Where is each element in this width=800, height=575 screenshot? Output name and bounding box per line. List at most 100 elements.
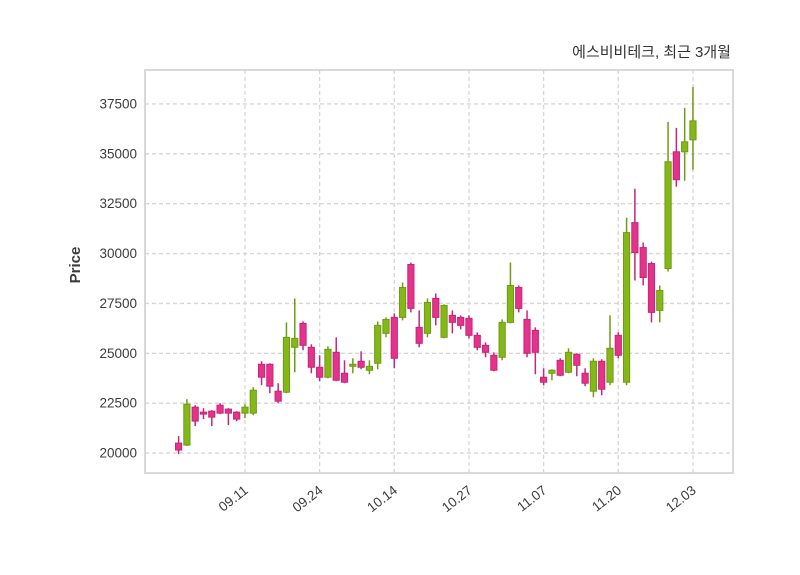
- candle[interactable]: [390, 313, 398, 369]
- candle[interactable]: [531, 327, 539, 375]
- candle-body: [664, 161, 672, 270]
- candle[interactable]: [332, 337, 340, 382]
- candle-body: [457, 316, 465, 326]
- candle[interactable]: [340, 360, 349, 384]
- candle-body: [390, 316, 398, 359]
- candle[interactable]: [440, 304, 448, 339]
- candle[interactable]: [249, 387, 257, 416]
- candle[interactable]: [515, 285, 523, 313]
- candle[interactable]: [523, 310, 531, 358]
- candle[interactable]: [291, 298, 299, 373]
- candle[interactable]: [581, 368, 589, 387]
- candle[interactable]: [556, 358, 564, 377]
- y-axis-tick: 27500: [99, 296, 137, 311]
- candle-body: [531, 329, 539, 353]
- candle[interactable]: [224, 408, 232, 426]
- candle[interactable]: [631, 188, 639, 281]
- candle[interactable]: [589, 358, 597, 398]
- candle[interactable]: [689, 86, 697, 170]
- candle[interactable]: [299, 321, 307, 351]
- y-axis-tick: 25000: [99, 346, 137, 361]
- candle-body: [241, 406, 249, 414]
- candle[interactable]: [415, 310, 423, 348]
- candle-body: [233, 411, 241, 420]
- candle-body: [175, 442, 183, 451]
- candle-body: [606, 347, 614, 383]
- candle[interactable]: [681, 107, 689, 181]
- candle[interactable]: [423, 298, 432, 338]
- candle-body: [191, 406, 199, 422]
- candle[interactable]: [307, 344, 315, 374]
- candle[interactable]: [490, 352, 498, 372]
- candle[interactable]: [183, 399, 191, 447]
- candle[interactable]: [639, 242, 647, 286]
- candle[interactable]: [473, 332, 481, 351]
- candle[interactable]: [564, 348, 573, 374]
- candle[interactable]: [274, 383, 282, 404]
- candle-body: [266, 363, 274, 387]
- candle[interactable]: [465, 315, 473, 339]
- y-axis-tick-labels: 37500 35000 32500 30000 27500 25000 22500 20000: [99, 96, 137, 460]
- candle[interactable]: [481, 342, 490, 358]
- candle[interactable]: [457, 315, 465, 330]
- candles-group[interactable]: [175, 86, 697, 455]
- candle-body: [257, 363, 266, 378]
- y-axis-tick: 35000: [99, 146, 137, 161]
- candle[interactable]: [357, 351, 365, 370]
- candle[interactable]: [598, 359, 606, 396]
- candle-body: [656, 289, 664, 311]
- candle-body: [548, 369, 556, 374]
- candle[interactable]: [349, 358, 357, 374]
- candle-body: [681, 141, 689, 153]
- candle[interactable]: [647, 261, 656, 323]
- candle-body: [365, 365, 374, 371]
- candle[interactable]: [407, 262, 415, 313]
- candle[interactable]: [216, 403, 224, 415]
- candle[interactable]: [257, 361, 266, 386]
- candle[interactable]: [606, 315, 614, 386]
- candle[interactable]: [282, 322, 291, 394]
- candle-body: [498, 321, 506, 358]
- candle[interactable]: [316, 355, 324, 382]
- candle-body: [515, 286, 523, 309]
- candle[interactable]: [664, 121, 672, 272]
- candle[interactable]: [241, 404, 249, 419]
- candle[interactable]: [656, 285, 664, 323]
- candle-body: [622, 232, 631, 383]
- candle[interactable]: [324, 346, 332, 379]
- candle-body: [316, 366, 324, 378]
- candle-body: [672, 151, 680, 181]
- candle-body: [598, 360, 606, 390]
- candle[interactable]: [382, 317, 390, 338]
- candle[interactable]: [506, 262, 515, 324]
- candle[interactable]: [398, 282, 407, 321]
- candle[interactable]: [208, 410, 216, 427]
- candle[interactable]: [365, 360, 374, 375]
- candle[interactable]: [191, 405, 199, 427]
- candle[interactable]: [233, 411, 241, 422]
- candle-body: [490, 354, 498, 371]
- candle[interactable]: [448, 310, 456, 334]
- candle[interactable]: [199, 408, 208, 420]
- candle[interactable]: [614, 332, 622, 359]
- candle[interactable]: [672, 127, 680, 187]
- candle[interactable]: [266, 363, 274, 394]
- candle-body: [249, 389, 257, 414]
- candle-body: [564, 351, 573, 373]
- candle[interactable]: [540, 368, 548, 386]
- candle-body: [581, 372, 589, 384]
- candle[interactable]: [374, 321, 382, 370]
- candle-body: [357, 360, 365, 368]
- candle[interactable]: [548, 369, 556, 381]
- candle[interactable]: [573, 353, 581, 377]
- candle-body: [398, 286, 407, 318]
- candle-body: [282, 336, 291, 393]
- candle-body: [415, 326, 423, 344]
- candle[interactable]: [432, 293, 440, 326]
- candle[interactable]: [175, 436, 183, 455]
- candle[interactable]: [498, 319, 506, 361]
- candle[interactable]: [622, 217, 631, 386]
- candle-body: [448, 314, 456, 323]
